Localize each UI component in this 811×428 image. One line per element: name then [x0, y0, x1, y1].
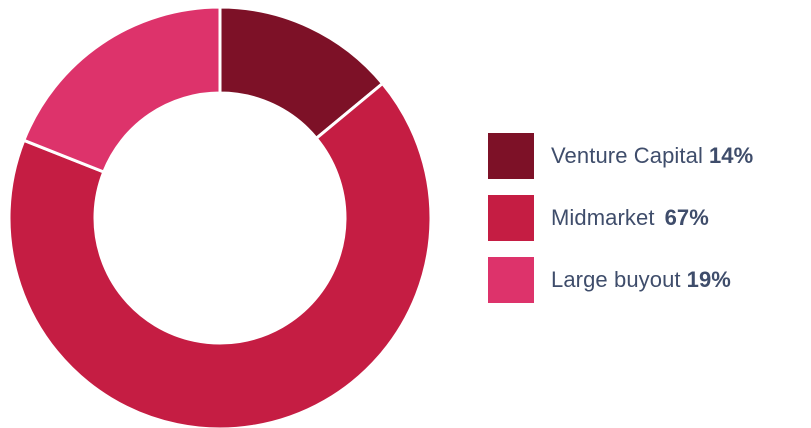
legend-value-venture-capital: 14%: [708, 143, 754, 168]
legend-swatch-midmarket: [488, 195, 534, 241]
legend-item-midmarket: Midmarket 67%: [488, 195, 808, 241]
donut-slice-large-buyout: [21, 5, 222, 174]
legend-item-venture-capital: Venture Capital 14%: [488, 133, 808, 179]
legend: Venture Capital 14% Midmarket 67% Large bu…: [488, 133, 808, 319]
legend-label-midmarket: Midmarket: [551, 205, 655, 230]
donut-slice-midmarket: [7, 81, 433, 428]
legend-label-venture-capital: Venture Capital: [551, 143, 703, 168]
legend-label-large-buyout: Large buyout: [551, 267, 681, 292]
legend-value-large-buyout: 19%: [686, 267, 731, 292]
legend-swatch-large-buyout: [488, 257, 534, 303]
legend-item-large-buyout: Large buyout 19%: [488, 257, 808, 303]
legend-swatch-venture-capital: [488, 133, 534, 179]
legend-value-midmarket: 67%: [664, 205, 709, 230]
